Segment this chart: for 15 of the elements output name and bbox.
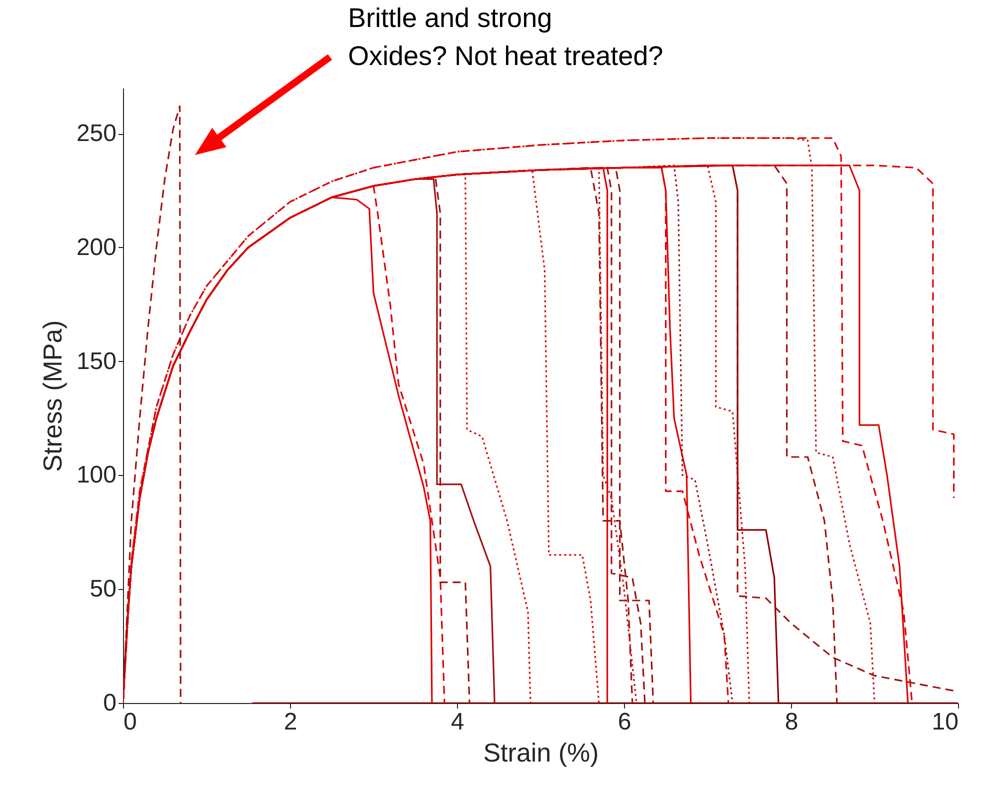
y-tick-label: 200 [76,234,116,261]
x-tick-label: 8 [784,708,798,736]
x-axis-title: Strain (%) [483,738,599,768]
x-tick-label: 6 [618,708,632,736]
y-tick-label: 250 [76,120,116,148]
y-axis-title: Stress (MPa) [37,320,68,472]
y-tick-label: 100 [76,462,116,489]
x-tick-label: 0 [124,708,137,736]
y-tick-label: 150 [76,348,116,375]
text: Brittle and strong Oxides? Not heat treated? [348,3,664,71]
y-tick-label: 50 [90,576,116,603]
x-tick-label: 4 [450,708,464,736]
y-tick-label: 0 [103,690,116,716]
x-tick-label: 2 [284,708,298,736]
x-tick-label: 10 [932,708,958,736]
